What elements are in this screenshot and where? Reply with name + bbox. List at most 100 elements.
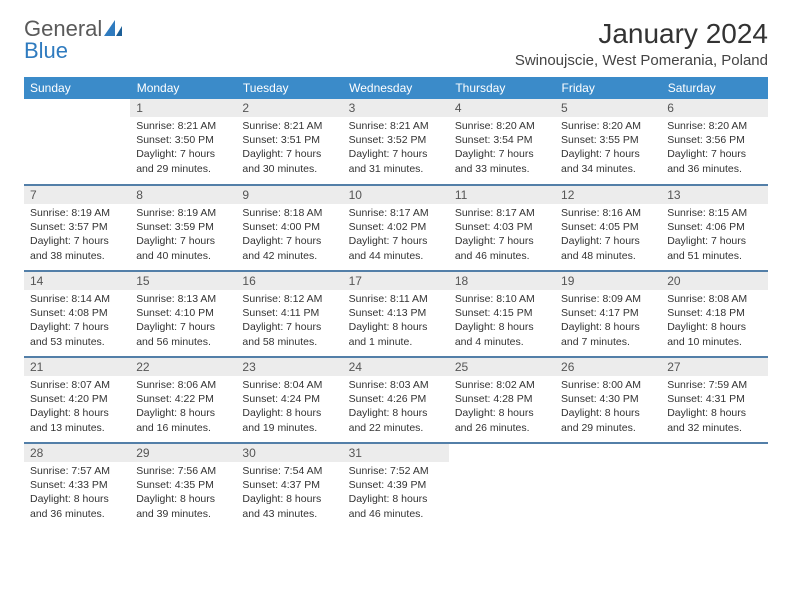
calendar-day-cell: 30Sunrise: 7:54 AMSunset: 4:37 PMDayligh… bbox=[236, 443, 342, 529]
sunrise-text: Sunrise: 8:18 AM bbox=[242, 206, 336, 220]
calendar-table: SundayMondayTuesdayWednesdayThursdayFrid… bbox=[24, 77, 768, 529]
calendar-week-row: 7Sunrise: 8:19 AMSunset: 3:57 PMDaylight… bbox=[24, 185, 768, 271]
daylight-text: Daylight: 8 hours and 13 minutes. bbox=[30, 406, 124, 434]
day-details: Sunrise: 8:13 AMSunset: 4:10 PMDaylight:… bbox=[130, 290, 236, 353]
daylight-text: Daylight: 7 hours and 44 minutes. bbox=[349, 234, 443, 262]
calendar-day-cell: 7Sunrise: 8:19 AMSunset: 3:57 PMDaylight… bbox=[24, 185, 130, 271]
calendar-week-row: 21Sunrise: 8:07 AMSunset: 4:20 PMDayligh… bbox=[24, 357, 768, 443]
daylight-text: Daylight: 7 hours and 53 minutes. bbox=[30, 320, 124, 348]
sunset-text: Sunset: 4:31 PM bbox=[667, 392, 761, 406]
sunset-text: Sunset: 4:18 PM bbox=[667, 306, 761, 320]
daylight-text: Daylight: 8 hours and 19 minutes. bbox=[242, 406, 336, 434]
calendar-day-cell: 11Sunrise: 8:17 AMSunset: 4:03 PMDayligh… bbox=[449, 185, 555, 271]
weekday-header: Saturday bbox=[661, 77, 767, 99]
calendar-week-row: 28Sunrise: 7:57 AMSunset: 4:33 PMDayligh… bbox=[24, 443, 768, 529]
sunrise-text: Sunrise: 8:10 AM bbox=[455, 292, 549, 306]
logo-sail-icon bbox=[104, 18, 122, 40]
sunset-text: Sunset: 4:20 PM bbox=[30, 392, 124, 406]
day-number: 16 bbox=[236, 272, 342, 290]
sunrise-text: Sunrise: 8:09 AM bbox=[561, 292, 655, 306]
sunset-text: Sunset: 4:17 PM bbox=[561, 306, 655, 320]
sunset-text: Sunset: 4:06 PM bbox=[667, 220, 761, 234]
sunrise-text: Sunrise: 8:20 AM bbox=[561, 119, 655, 133]
day-details: Sunrise: 8:14 AMSunset: 4:08 PMDaylight:… bbox=[24, 290, 130, 353]
calendar-week-row: 1Sunrise: 8:21 AMSunset: 3:50 PMDaylight… bbox=[24, 99, 768, 185]
calendar-day-cell: 18Sunrise: 8:10 AMSunset: 4:15 PMDayligh… bbox=[449, 271, 555, 357]
day-details: Sunrise: 8:07 AMSunset: 4:20 PMDaylight:… bbox=[24, 376, 130, 439]
calendar-body: 1Sunrise: 8:21 AMSunset: 3:50 PMDaylight… bbox=[24, 99, 768, 529]
day-details: Sunrise: 8:21 AMSunset: 3:51 PMDaylight:… bbox=[236, 117, 342, 180]
day-details: Sunrise: 8:04 AMSunset: 4:24 PMDaylight:… bbox=[236, 376, 342, 439]
sunrise-text: Sunrise: 7:57 AM bbox=[30, 464, 124, 478]
day-details: Sunrise: 7:52 AMSunset: 4:39 PMDaylight:… bbox=[343, 462, 449, 525]
sunset-text: Sunset: 4:08 PM bbox=[30, 306, 124, 320]
daylight-text: Daylight: 8 hours and 32 minutes. bbox=[667, 406, 761, 434]
day-number: 7 bbox=[24, 186, 130, 204]
daylight-text: Daylight: 8 hours and 10 minutes. bbox=[667, 320, 761, 348]
day-number: 28 bbox=[24, 444, 130, 462]
logo-text-blue: Blue bbox=[24, 38, 68, 63]
daylight-text: Daylight: 8 hours and 46 minutes. bbox=[349, 492, 443, 520]
day-number: 27 bbox=[661, 358, 767, 376]
day-number: 12 bbox=[555, 186, 661, 204]
day-details: Sunrise: 8:12 AMSunset: 4:11 PMDaylight:… bbox=[236, 290, 342, 353]
day-details: Sunrise: 8:10 AMSunset: 4:15 PMDaylight:… bbox=[449, 290, 555, 353]
daylight-text: Daylight: 7 hours and 29 minutes. bbox=[136, 147, 230, 175]
weekday-header: Monday bbox=[130, 77, 236, 99]
sunset-text: Sunset: 4:03 PM bbox=[455, 220, 549, 234]
day-details: Sunrise: 7:54 AMSunset: 4:37 PMDaylight:… bbox=[236, 462, 342, 525]
daylight-text: Daylight: 8 hours and 4 minutes. bbox=[455, 320, 549, 348]
day-details: Sunrise: 8:11 AMSunset: 4:13 PMDaylight:… bbox=[343, 290, 449, 353]
day-details: Sunrise: 8:16 AMSunset: 4:05 PMDaylight:… bbox=[555, 204, 661, 267]
sunrise-text: Sunrise: 8:15 AM bbox=[667, 206, 761, 220]
daylight-text: Daylight: 7 hours and 51 minutes. bbox=[667, 234, 761, 262]
day-number: 17 bbox=[343, 272, 449, 290]
day-number: 26 bbox=[555, 358, 661, 376]
sunset-text: Sunset: 4:22 PM bbox=[136, 392, 230, 406]
calendar-day-cell bbox=[661, 443, 767, 529]
sunrise-text: Sunrise: 8:21 AM bbox=[242, 119, 336, 133]
day-number: 2 bbox=[236, 99, 342, 117]
day-details: Sunrise: 8:20 AMSunset: 3:56 PMDaylight:… bbox=[661, 117, 767, 180]
header: General Blue January 2024 Swinoujscie, W… bbox=[24, 18, 768, 69]
daylight-text: Daylight: 8 hours and 7 minutes. bbox=[561, 320, 655, 348]
calendar-day-cell: 8Sunrise: 8:19 AMSunset: 3:59 PMDaylight… bbox=[130, 185, 236, 271]
sunset-text: Sunset: 3:55 PM bbox=[561, 133, 655, 147]
sunrise-text: Sunrise: 8:20 AM bbox=[667, 119, 761, 133]
day-details: Sunrise: 8:17 AMSunset: 4:03 PMDaylight:… bbox=[449, 204, 555, 267]
sunset-text: Sunset: 4:39 PM bbox=[349, 478, 443, 492]
day-details: Sunrise: 7:59 AMSunset: 4:31 PMDaylight:… bbox=[661, 376, 767, 439]
day-details: Sunrise: 8:19 AMSunset: 3:59 PMDaylight:… bbox=[130, 204, 236, 267]
weekday-header: Wednesday bbox=[343, 77, 449, 99]
day-details: Sunrise: 8:21 AMSunset: 3:50 PMDaylight:… bbox=[130, 117, 236, 180]
day-number: 20 bbox=[661, 272, 767, 290]
day-details: Sunrise: 7:57 AMSunset: 4:33 PMDaylight:… bbox=[24, 462, 130, 525]
sunset-text: Sunset: 4:26 PM bbox=[349, 392, 443, 406]
sunset-text: Sunset: 4:24 PM bbox=[242, 392, 336, 406]
calendar-day-cell: 6Sunrise: 8:20 AMSunset: 3:56 PMDaylight… bbox=[661, 99, 767, 185]
daylight-text: Daylight: 8 hours and 16 minutes. bbox=[136, 406, 230, 434]
day-details: Sunrise: 8:02 AMSunset: 4:28 PMDaylight:… bbox=[449, 376, 555, 439]
sunrise-text: Sunrise: 8:02 AM bbox=[455, 378, 549, 392]
daylight-text: Daylight: 7 hours and 58 minutes. bbox=[242, 320, 336, 348]
day-number: 4 bbox=[449, 99, 555, 117]
sunset-text: Sunset: 3:59 PM bbox=[136, 220, 230, 234]
daylight-text: Daylight: 8 hours and 39 minutes. bbox=[136, 492, 230, 520]
calendar-day-cell: 1Sunrise: 8:21 AMSunset: 3:50 PMDaylight… bbox=[130, 99, 236, 185]
calendar-day-cell bbox=[24, 99, 130, 185]
sunset-text: Sunset: 4:33 PM bbox=[30, 478, 124, 492]
sunrise-text: Sunrise: 8:13 AM bbox=[136, 292, 230, 306]
day-details: Sunrise: 8:15 AMSunset: 4:06 PMDaylight:… bbox=[661, 204, 767, 267]
sunset-text: Sunset: 4:28 PM bbox=[455, 392, 549, 406]
day-number: 1 bbox=[130, 99, 236, 117]
daylight-text: Daylight: 8 hours and 26 minutes. bbox=[455, 406, 549, 434]
day-number: 11 bbox=[449, 186, 555, 204]
sunset-text: Sunset: 3:50 PM bbox=[136, 133, 230, 147]
calendar-day-cell: 12Sunrise: 8:16 AMSunset: 4:05 PMDayligh… bbox=[555, 185, 661, 271]
daylight-text: Daylight: 7 hours and 38 minutes. bbox=[30, 234, 124, 262]
calendar-header-row: SundayMondayTuesdayWednesdayThursdayFrid… bbox=[24, 77, 768, 99]
calendar-day-cell: 15Sunrise: 8:13 AMSunset: 4:10 PMDayligh… bbox=[130, 271, 236, 357]
calendar-day-cell bbox=[449, 443, 555, 529]
daylight-text: Daylight: 7 hours and 33 minutes. bbox=[455, 147, 549, 175]
sunset-text: Sunset: 4:10 PM bbox=[136, 306, 230, 320]
